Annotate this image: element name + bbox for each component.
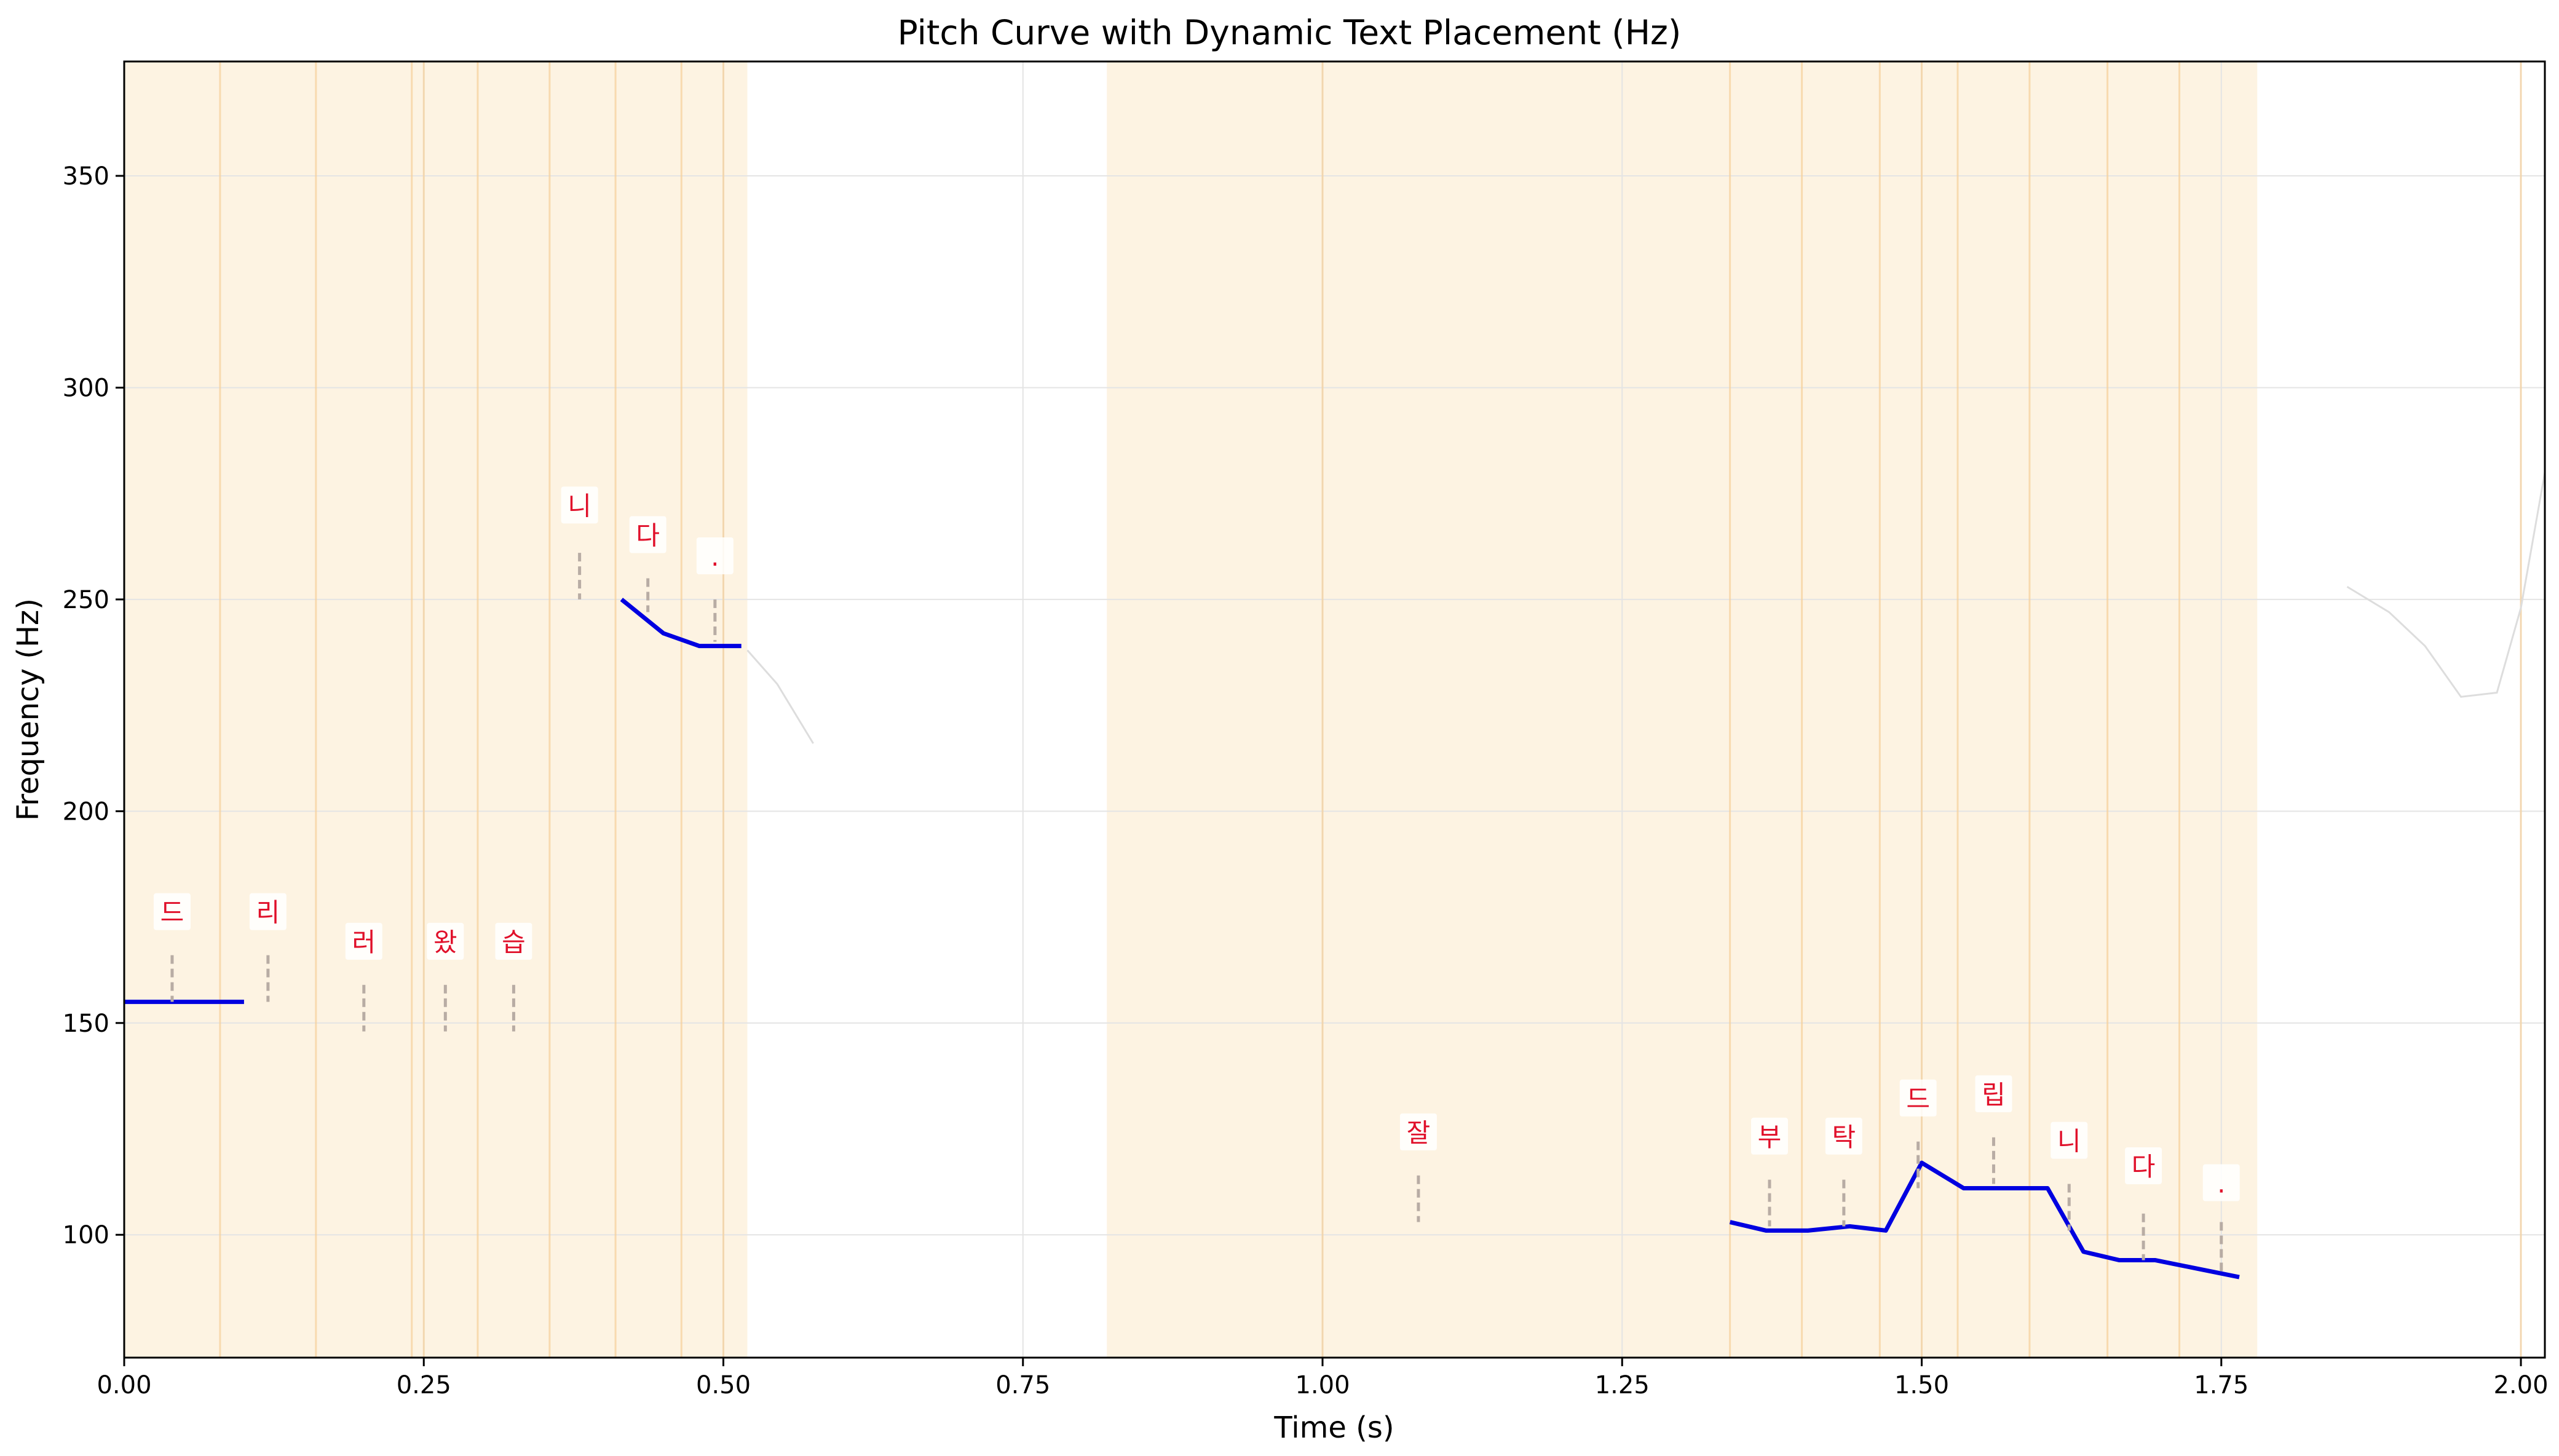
annotation-label: 습 bbox=[502, 927, 526, 957]
boundary-layer bbox=[219, 61, 2522, 1358]
annotation-label-box bbox=[427, 922, 464, 960]
y-tick-label: 350 bbox=[63, 162, 109, 191]
annotation-label-box bbox=[1399, 1113, 1437, 1150]
annotation-label-box bbox=[696, 537, 734, 574]
y-tick-label: 300 bbox=[63, 374, 109, 402]
pitch-line bbox=[620, 598, 742, 649]
annotation-label-box bbox=[1750, 1117, 1788, 1155]
raw-pitch-line bbox=[746, 649, 814, 744]
annotation-label: 립 bbox=[1982, 1080, 2006, 1110]
plot-frame bbox=[123, 60, 2546, 1359]
annotation-label: 부 bbox=[1758, 1122, 1782, 1152]
y-tick-label: 250 bbox=[63, 586, 109, 614]
annotation-label: 니 bbox=[568, 491, 591, 521]
chart-title: Pitch Curve with Dynamic Text Placement … bbox=[898, 13, 1682, 52]
annotation-label-box bbox=[1975, 1075, 2012, 1112]
raw-pitch-layer bbox=[746, 472, 2545, 744]
annotation-label: 드 bbox=[160, 898, 184, 928]
x-tick-label: 0.25 bbox=[397, 1371, 451, 1399]
annotation-label-box bbox=[2125, 1147, 2162, 1184]
x-tick-label: 1.00 bbox=[1295, 1371, 1350, 1399]
annotation-label-box bbox=[1899, 1079, 1937, 1117]
annotation-label: 러 bbox=[352, 927, 376, 957]
annotation-label-box bbox=[2202, 1164, 2240, 1201]
annotation-label-box bbox=[2051, 1122, 2088, 1159]
x-tick-label: 0.50 bbox=[696, 1371, 751, 1399]
annotation-label-box bbox=[345, 922, 382, 960]
x-tick-label: 0.00 bbox=[97, 1371, 151, 1399]
tick-layer: 0.00 0.25 0.50 0.75 1.00 1.25 1.50 1.75 2.00 100 1… bbox=[63, 162, 2549, 1399]
speech-segment-band bbox=[124, 61, 748, 1358]
annotation-label: 다 bbox=[636, 521, 660, 551]
annotation-label: 탁 bbox=[1832, 1122, 1856, 1152]
x-tick-label: 1.50 bbox=[1894, 1371, 1949, 1399]
y-tick-label: 200 bbox=[63, 797, 109, 826]
annotation-label: 다 bbox=[2132, 1152, 2156, 1182]
annotation-layer: 드 리러 왔 습니다.잘 부 탁드 립니다. bbox=[153, 486, 2240, 1273]
annotation-label: 왔 bbox=[433, 927, 457, 957]
annotation-label-box bbox=[495, 922, 532, 960]
annotation-label: 니 bbox=[2057, 1126, 2081, 1157]
annotation-label-box bbox=[629, 516, 666, 553]
annotation-label-box bbox=[153, 893, 191, 930]
annotation-label-box bbox=[249, 893, 287, 930]
speech-segment-band bbox=[1107, 61, 2258, 1358]
annotation-label-box bbox=[1825, 1117, 1862, 1155]
pitch-line-layer bbox=[124, 598, 2240, 1280]
pitch-line bbox=[1729, 1160, 2240, 1280]
annotation-label: . bbox=[711, 542, 719, 572]
annotation-label: 리 bbox=[256, 898, 280, 928]
annotation-label-box bbox=[561, 486, 598, 524]
raw-pitch-line bbox=[2346, 472, 2545, 698]
x-tick-label: 1.75 bbox=[2194, 1371, 2249, 1399]
y-tick-label: 100 bbox=[63, 1221, 109, 1249]
x-tick-label: 0.75 bbox=[995, 1371, 1050, 1399]
annotation-label: 잘 bbox=[1407, 1118, 1431, 1148]
x-tick-label: 1.25 bbox=[1595, 1371, 1650, 1399]
x-axis-label: Time (s) bbox=[1273, 1410, 1394, 1445]
background-layer bbox=[124, 61, 2258, 1358]
y-axis-label: Frequency (Hz) bbox=[11, 598, 45, 821]
y-tick-label: 150 bbox=[63, 1010, 109, 1038]
annotation-label: 드 bbox=[1906, 1084, 1930, 1114]
x-tick-label: 2.00 bbox=[2493, 1371, 2548, 1399]
annotation-label: . bbox=[2217, 1169, 2225, 1199]
